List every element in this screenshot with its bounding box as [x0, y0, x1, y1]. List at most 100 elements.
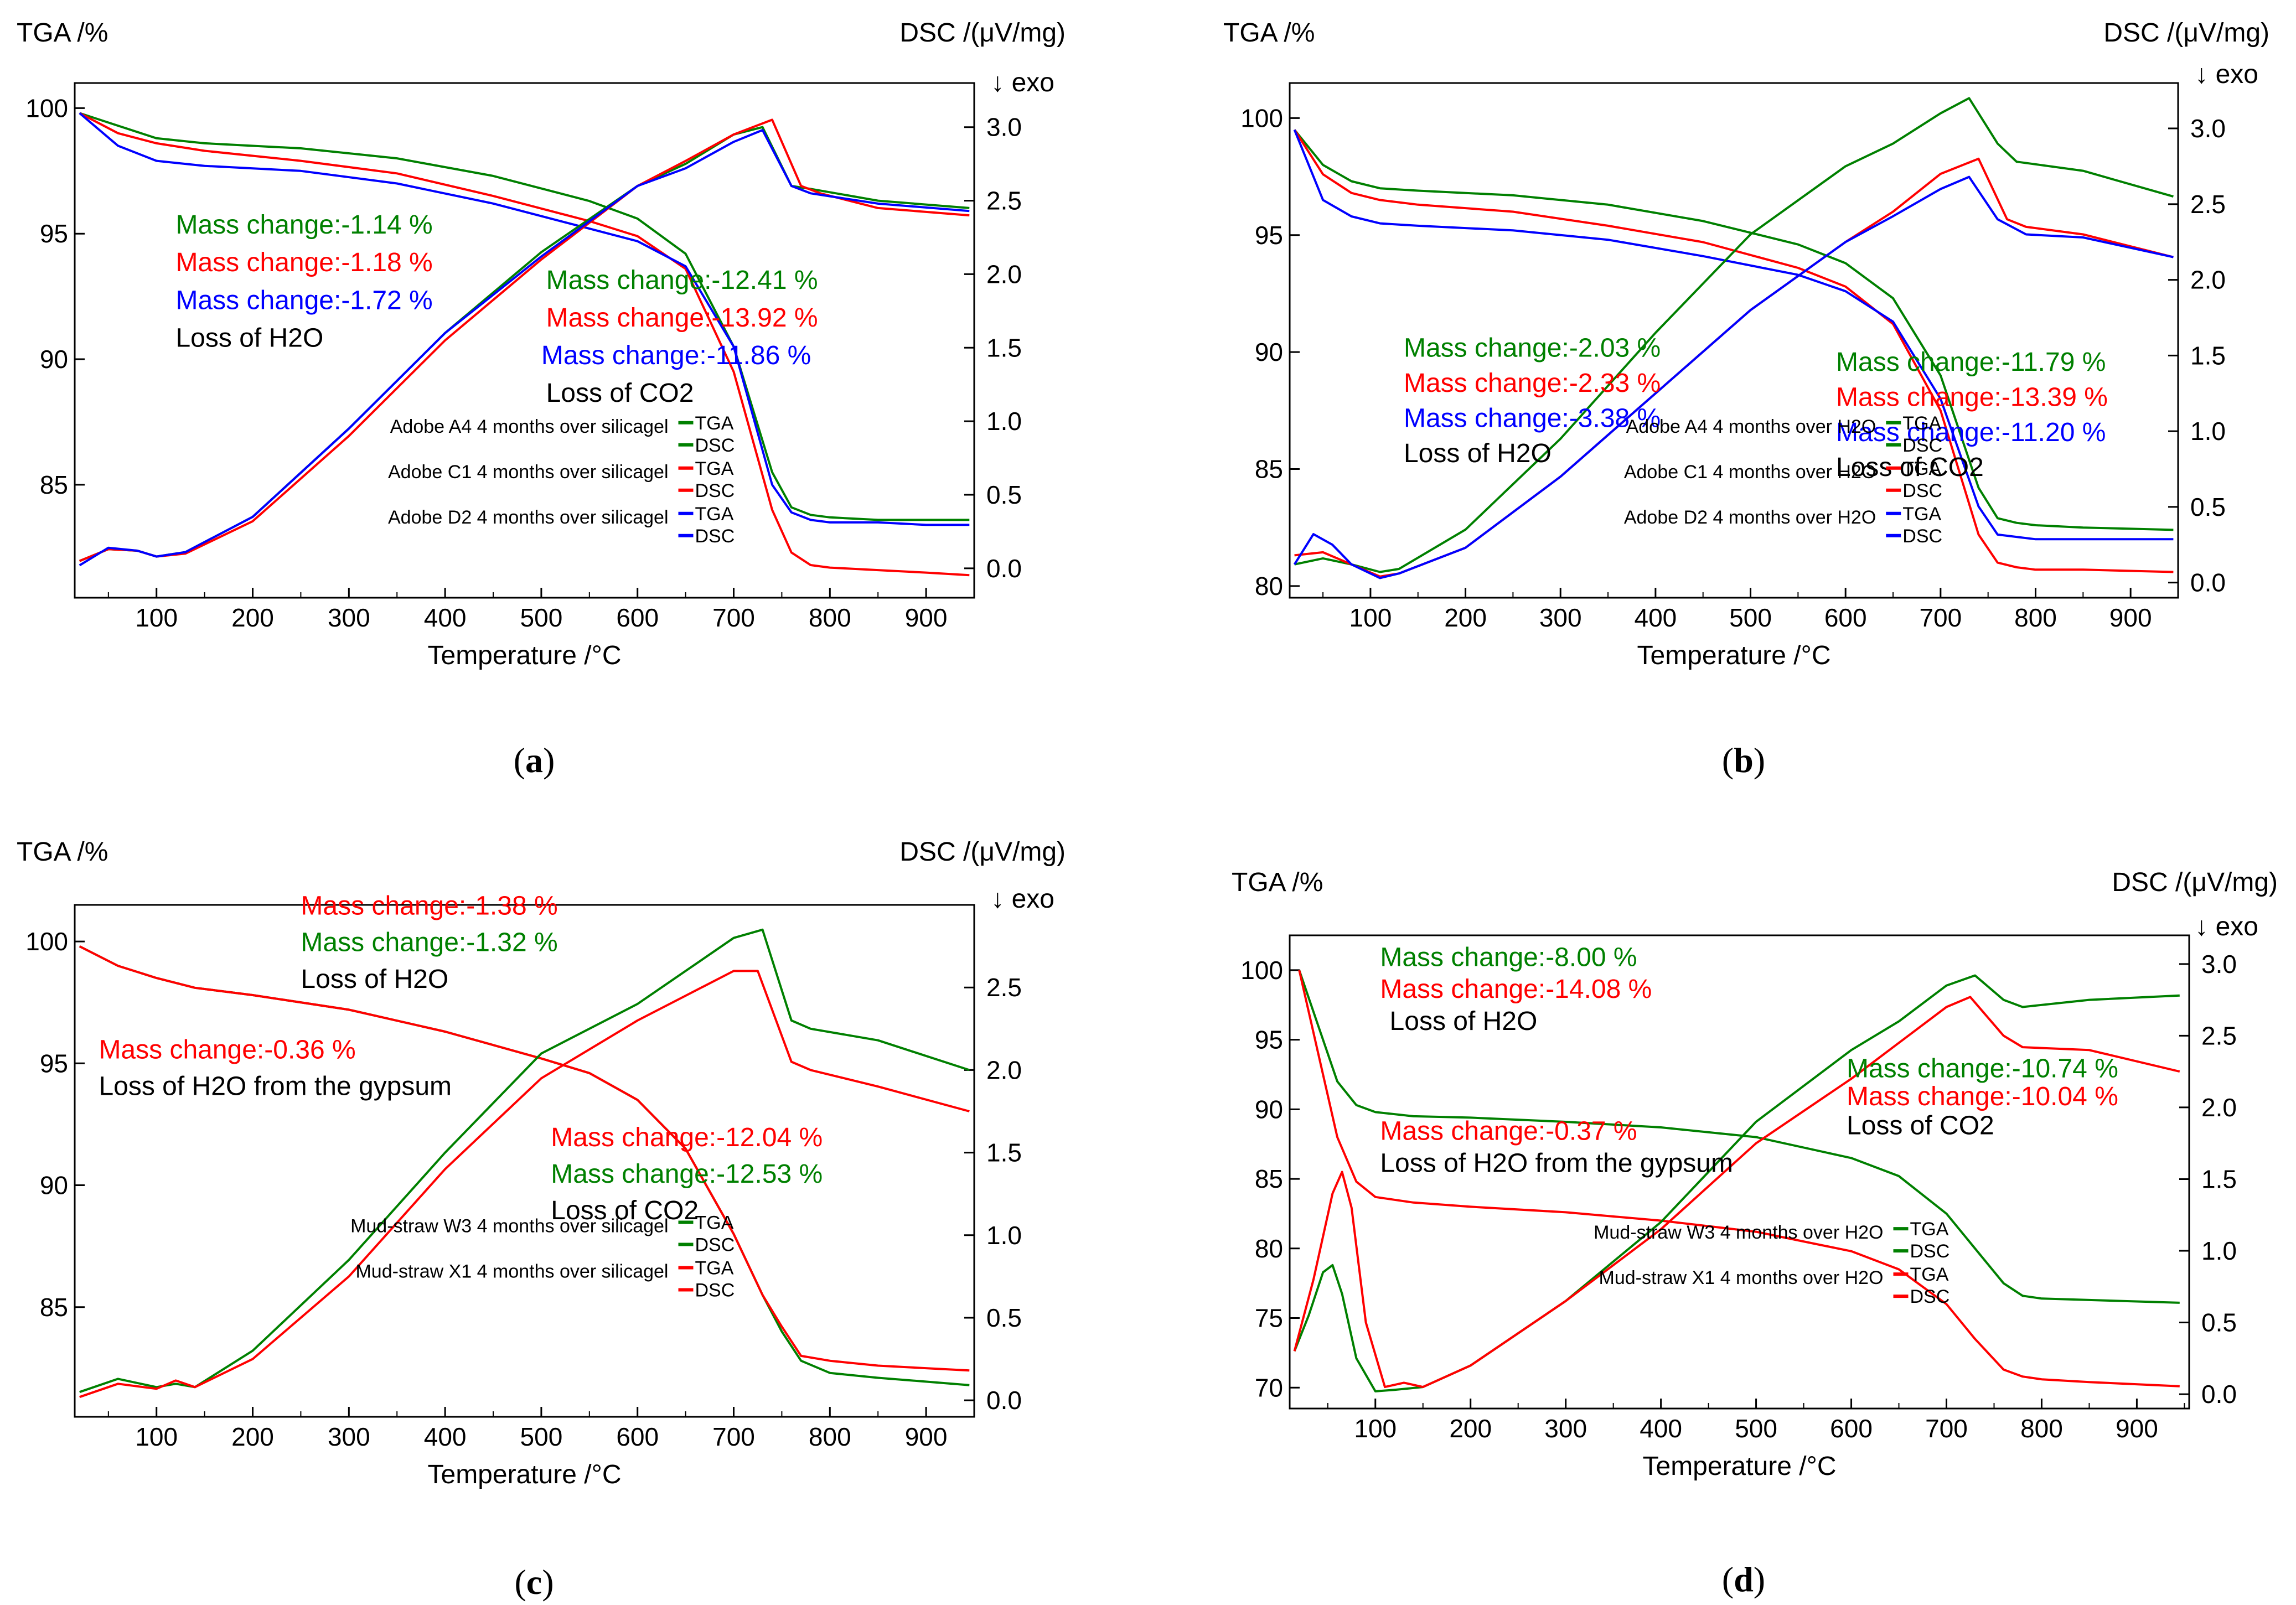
x-tick-label: 400 — [1635, 603, 1677, 632]
y-right-axis-title: DSC /(μV/mg) — [2103, 18, 2269, 48]
legend-label: Mud-straw X1 4 months over H2O — [1599, 1267, 1884, 1288]
y-right-tick-label: 1.5 — [2201, 1164, 2237, 1193]
legend-label: Mud-straw W3 4 months over silicagel — [350, 1216, 668, 1237]
y-left-tick-label: 75 — [1255, 1304, 1283, 1333]
panel-label: (b) — [1722, 741, 1765, 780]
series-line-tga — [1294, 129, 2174, 531]
legend-key-label: TGA — [695, 458, 734, 479]
annotation: Loss of CO2 — [546, 379, 694, 408]
plot-frame — [74, 904, 975, 1418]
annotation: Mass change:-3.38 % — [1404, 403, 1661, 433]
legend-label: Adobe A4 4 months over silicagel — [390, 416, 669, 437]
annotation: Mass change:-1.32 % — [301, 928, 557, 957]
x-tick-label: 100 — [1349, 603, 1392, 632]
exo-direction-label: ↓ exo — [2195, 60, 2258, 89]
x-tick-label: 800 — [809, 1422, 851, 1451]
panel-label-letter: c — [526, 1562, 542, 1602]
y-right-tick-label: 3.0 — [986, 113, 1022, 142]
y-right-tick-label: 3.0 — [2190, 114, 2226, 143]
x-tick-label: 600 — [1824, 603, 1867, 632]
annotation: Mass change:-0.36 % — [99, 1036, 355, 1065]
series-line-dsc — [79, 928, 970, 1394]
x-axis-title: Temperature /°C — [428, 1460, 622, 1489]
annotation: Mass change:-1.38 % — [301, 892, 557, 921]
x-tick-label: 800 — [2020, 1414, 2063, 1443]
panel-label-close: ) — [1754, 1560, 1765, 1599]
legend-key-label: TGA — [695, 504, 734, 525]
y-right-tick-label: 1.5 — [986, 1138, 1022, 1167]
legend-key-label: DSC — [1910, 1286, 1950, 1307]
y-left-axis-title: TGA /% — [17, 18, 108, 48]
x-tick-label: 300 — [1539, 603, 1582, 632]
x-tick-label: 700 — [712, 1422, 755, 1451]
y-left-tick-label: 95 — [1255, 221, 1283, 250]
y-right-tick-label: 2.0 — [2201, 1093, 2237, 1122]
y-left-tick-label: 100 — [1240, 103, 1283, 132]
y-left-axis-title: TGA /% — [17, 837, 108, 867]
y-right-tick-label: 0.5 — [2190, 493, 2226, 521]
y-left-tick-label: 80 — [1255, 1234, 1283, 1263]
x-axis-title: Temperature /°C — [1637, 641, 1831, 670]
series-line-tga — [79, 112, 970, 521]
x-tick-label: 300 — [328, 1422, 370, 1451]
x-tick-label: 100 — [135, 603, 178, 632]
x-tick-label: 900 — [905, 1422, 948, 1451]
annotation: Loss of CO2 — [1836, 453, 1984, 482]
x-axis-title: Temperature /°C — [1643, 1452, 1837, 1481]
x-tick-label: 200 — [1449, 1414, 1492, 1443]
y-left-tick-label: 85 — [40, 1293, 68, 1322]
series-line-tga — [79, 945, 970, 1386]
y-right-tick-label: 1.0 — [2201, 1236, 2237, 1265]
y-right-tick-label: 0.5 — [2201, 1308, 2237, 1337]
series-line-dsc — [79, 970, 970, 1399]
legend-key-label: TGA — [1902, 504, 1941, 525]
y-right-axis-title: DSC /(μV/mg) — [2112, 868, 2278, 897]
panel-label-close: ) — [542, 1562, 554, 1602]
annotation: Mass change:-12.04 % — [551, 1123, 823, 1152]
panel-label: (c) — [514, 1562, 554, 1602]
legend-key-label: TGA — [695, 1213, 734, 1234]
legend-label: Adobe A4 4 months over H2O — [1626, 416, 1876, 437]
x-tick-label: 700 — [1925, 1414, 1968, 1443]
legend-key-label: DSC — [695, 435, 735, 456]
panel-c: 100 200 300 400 500 600 700 800 900 85 90 95 100 0.0 0… — [17, 837, 1066, 1602]
y-left-tick-label: 80 — [1255, 572, 1283, 600]
y-right-tick-label: 0.5 — [986, 480, 1022, 509]
series-line-tga — [79, 112, 970, 526]
x-tick-label: 700 — [712, 603, 755, 632]
annotation: Loss of H2O from the gypsum — [1380, 1149, 1733, 1178]
x-tick-label: 900 — [905, 603, 948, 632]
panel-label: (a) — [514, 741, 555, 780]
y-left-axis-title: TGA /% — [1232, 868, 1323, 897]
legend-key-label: TGA — [1910, 1219, 1949, 1240]
legend-key-label: DSC — [1910, 1241, 1950, 1262]
series-line-tga — [79, 945, 970, 1372]
y-left-tick-label: 95 — [40, 219, 68, 248]
annotation: Mass change:-12.41 % — [546, 266, 818, 295]
annotation: Loss of H2O — [1390, 1007, 1538, 1036]
y-right-tick-label: 1.5 — [2190, 341, 2226, 370]
series-line-dsc — [1293, 974, 2180, 1392]
annotation: Loss of CO2 — [1847, 1111, 1994, 1141]
annotation: Loss of H2O — [175, 323, 323, 353]
y-right-tick-label: 1.0 — [986, 1221, 1022, 1250]
legend-label: Adobe D2 4 months over H2O — [1624, 507, 1876, 528]
series-line-dsc — [79, 129, 970, 567]
x-tick-label: 600 — [616, 1422, 659, 1451]
y-left-tick-label: 95 — [1255, 1026, 1283, 1054]
annotation: Mass change:-11.86 % — [541, 341, 811, 370]
x-tick-label: 200 — [231, 1422, 274, 1451]
panel-label-open: ( — [1722, 741, 1734, 780]
y-right-tick-label: 2.5 — [2201, 1021, 2237, 1050]
y-right-axis-title: DSC /(μV/mg) — [899, 18, 1066, 48]
y-right-tick-label: 0.0 — [986, 1386, 1022, 1415]
x-tick-label: 400 — [1640, 1414, 1682, 1443]
series-line-tga — [1293, 129, 2174, 541]
legend-key-label: TGA — [695, 1258, 734, 1279]
legend-key-label: TGA — [1902, 413, 1941, 434]
y-left-tick-label: 90 — [40, 345, 68, 374]
legend-label: Adobe C1 4 months over H2O — [1624, 462, 1876, 483]
legend-key-label: TGA — [1902, 458, 1941, 479]
x-tick-label: 900 — [2109, 603, 2152, 632]
panel-b: 100 200 300 400 500 600 700 800 900 80 85 90 95 100 0.… — [1223, 18, 2269, 780]
